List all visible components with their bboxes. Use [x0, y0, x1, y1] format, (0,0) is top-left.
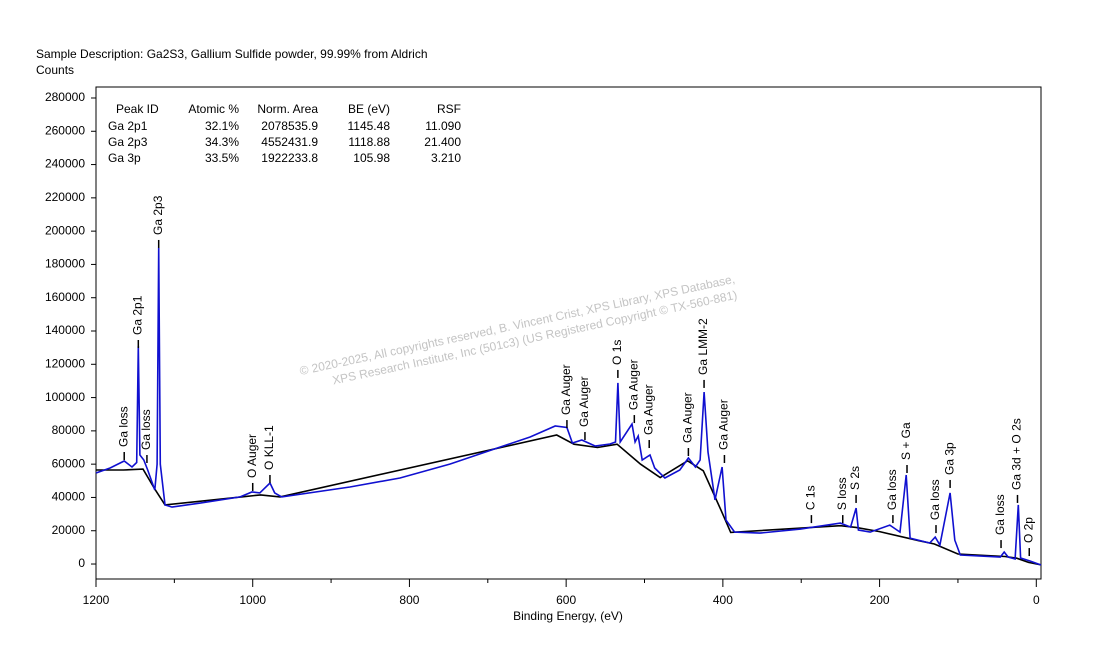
annotation-label: O Auger: [245, 434, 259, 478]
annotation-label: Ga loss: [993, 494, 1007, 535]
table-cell: Ga 3p: [108, 151, 141, 165]
annotation-label: Ga Auger: [626, 359, 640, 410]
annotation-label: Ga LMM-2: [696, 318, 710, 375]
y-tick-label: 60000: [52, 456, 86, 470]
y-tick-label: 20000: [52, 523, 86, 537]
table-cell: 105.98: [353, 151, 390, 165]
y-tick-label: 180000: [45, 257, 85, 271]
annotation-label: Ga loss: [116, 406, 130, 447]
y-tick-label: 240000: [45, 157, 85, 171]
table-cell: 1145.48: [348, 119, 391, 133]
x-tick-label: 600: [556, 593, 576, 607]
table-cell: Ga 2p1: [108, 119, 148, 133]
table-cell: 3.210: [431, 151, 461, 165]
series-line: [95, 247, 1042, 566]
table-cell: 34.3%: [205, 135, 239, 149]
table-cell: 1922233.8: [261, 151, 318, 165]
x-tick-label: 800: [399, 593, 419, 607]
table-cell: 2078535.9: [261, 119, 318, 133]
annotation-label: C 1s: [804, 485, 818, 510]
y-tick-label: 140000: [45, 323, 85, 337]
y-tick-label: 100000: [45, 390, 85, 404]
annotation-label: O KLL-1: [262, 425, 276, 470]
plot-frame: [95, 86, 1042, 580]
watermark: © 2020-2025, All copyrights reserved, B.…: [298, 272, 738, 388]
table-cell: 32.1%: [205, 119, 239, 133]
table-header: Peak ID: [116, 102, 159, 116]
watermark-line: © 2020-2025, All copyrights reserved, B.…: [298, 272, 736, 378]
watermark-line: XPS Research Institute, Inc (501c3) (US …: [331, 288, 738, 388]
y-tick-label: 220000: [45, 190, 85, 204]
annotation-label: Ga 2p1: [130, 295, 144, 335]
x-tick-label: 400: [713, 593, 733, 607]
y-tick-label: 160000: [45, 290, 85, 304]
annotation-label: Ga 3d + O 2s: [1010, 418, 1024, 490]
table-cell: 11.090: [425, 119, 461, 133]
table-cell: 1118.88: [348, 135, 390, 149]
x-tick-label: 1200: [83, 593, 110, 607]
y-tick-label: 0: [78, 556, 85, 570]
y-tick-label: 260000: [45, 123, 85, 137]
annotation-label: Ga loss: [885, 469, 899, 510]
annotation-label: Ga Auger: [559, 364, 573, 415]
y-tick-label: 40000: [52, 490, 86, 504]
table-header: BE (eV): [348, 102, 390, 116]
annotation-label: Ga Auger: [717, 399, 731, 450]
annotation-label: O 2p: [1021, 517, 1035, 543]
y-tick-label: 200000: [45, 223, 85, 237]
annotation-label: Ga loss: [928, 479, 942, 520]
annotation-label: S + Ga: [899, 422, 913, 460]
table-cell: 33.5%: [205, 151, 239, 165]
annotation-label: Ga 3p: [942, 442, 956, 475]
annotation-label: O 1s: [610, 340, 624, 365]
y-tick-label: 80000: [52, 423, 86, 437]
table-cell: 4552431.9: [261, 135, 318, 149]
x-tick-label: 1000: [239, 593, 266, 607]
annotation-label: S loss: [835, 477, 849, 510]
chart-title: Sample Description: Ga2S3, Gallium Sulfi…: [36, 47, 428, 61]
y-axis-label: Counts: [36, 63, 74, 77]
table-cell: Ga 2p3: [108, 135, 148, 149]
y-tick-label: 280000: [45, 90, 85, 104]
x-tick-label: 200: [870, 593, 890, 607]
annotation-label: S 2s: [848, 466, 862, 490]
x-tick-label: 0: [1033, 593, 1040, 607]
table-header: RSF: [437, 102, 461, 116]
annotation-label: Ga Auger: [577, 376, 591, 427]
table-cell: 21.400: [424, 135, 461, 149]
annotation-label: Ga Auger: [641, 384, 655, 435]
x-axis-label: Binding Energy, (eV): [513, 609, 623, 623]
annotation-label: Ga 2p3: [151, 195, 165, 235]
table-header: Atomic %: [188, 102, 239, 116]
y-tick-label: 120000: [45, 356, 85, 370]
series-line: [96, 434, 1042, 566]
annotation-label: Ga loss: [139, 409, 153, 450]
table-header: Norm. Area: [257, 102, 318, 116]
annotation-label: Ga Auger: [681, 392, 695, 443]
